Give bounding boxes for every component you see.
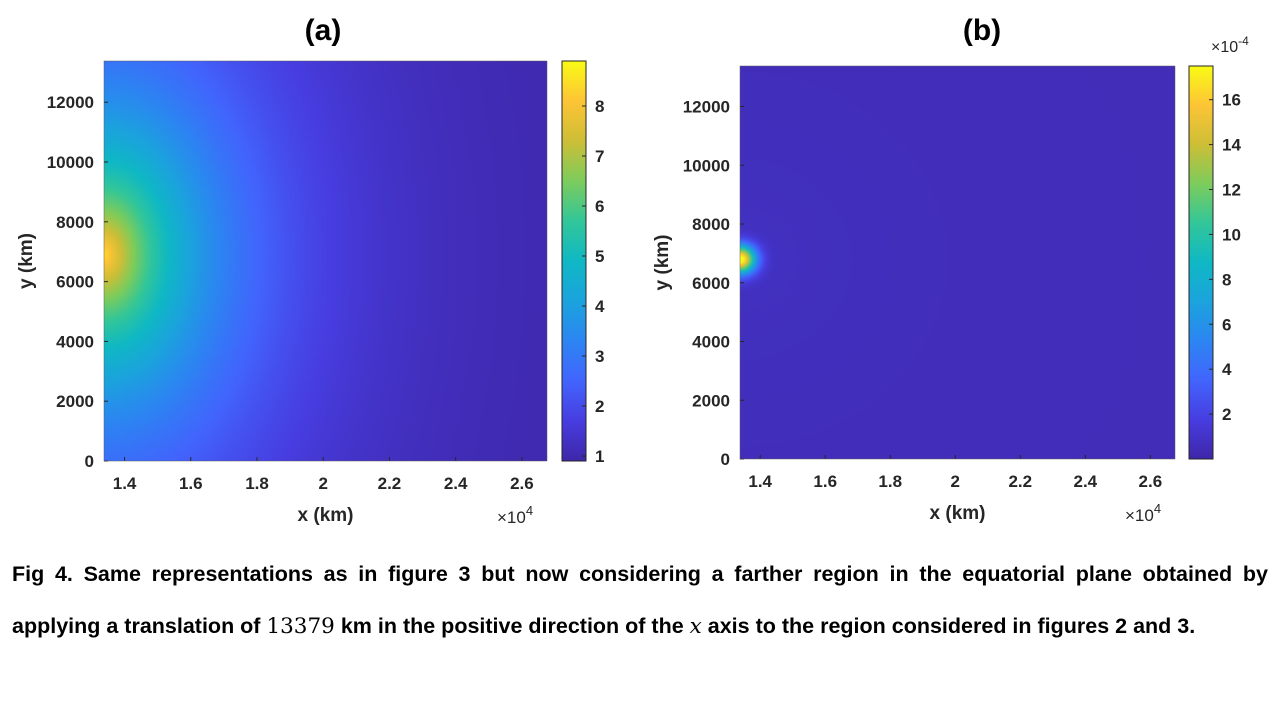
- colorbar-tick-label: 2: [595, 397, 604, 416]
- heatmap-field: [740, 66, 1175, 459]
- x-axis-exponent: ×104: [1125, 501, 1161, 525]
- x-tick-label: 1.6: [813, 472, 837, 491]
- x-tick-label: 1.6: [179, 474, 203, 493]
- y-axis-label: y (km): [16, 233, 37, 289]
- chart-panel-a: 1.4 1.6 1.8 2 2.2 2.4 2.6 0 2000 4000 6000 8000 1000…: [16, 60, 605, 527]
- caption-translation-value: 13379: [266, 614, 335, 639]
- plot-frame: [739, 65, 1176, 460]
- colorbar-tick-label: 7: [595, 147, 604, 166]
- y-tick-label: 0: [721, 450, 730, 469]
- x-axis-exponent-power: 4: [1154, 501, 1161, 516]
- colorbar-tick-label: 14: [1222, 136, 1241, 155]
- chart-title-a: (a): [304, 14, 342, 47]
- y-tick-label: 2000: [692, 391, 730, 410]
- chart-panel-b: 1.4 1.6 1.8 2 2.2 2.4 2.6 0 2000 4000 6000 8000 1000…: [652, 34, 1249, 525]
- y-tick-label: 12000: [47, 93, 94, 112]
- colorbar-tick-label: 4: [595, 297, 605, 316]
- colorbar-tick-label: 5: [595, 247, 604, 266]
- x-tick-label: 2: [951, 472, 960, 491]
- caption-part-1: Fig 4. Same representations as in figure…: [12, 562, 1268, 638]
- x-tick-label: 2.2: [378, 474, 402, 493]
- colorbar: [1188, 65, 1214, 460]
- x-tick-label: 1.4: [113, 474, 137, 493]
- colorbar-tick-label: 8: [595, 97, 604, 116]
- colorbar-exponent-power: -4: [1238, 34, 1249, 48]
- y-tick-label: 10000: [683, 156, 730, 175]
- x-tick-label: 2.4: [1074, 472, 1098, 491]
- colorbar-tick-label: 12: [1222, 181, 1241, 200]
- y-tick-label: 0: [85, 452, 94, 471]
- y-tick-label: 2000: [56, 392, 94, 411]
- colorbar-tick-label: 1: [595, 447, 604, 466]
- x-axis-exponent-power: 4: [526, 503, 533, 518]
- colorbar-exponent: ×10-4: [1211, 34, 1249, 56]
- x-tick-label: 2.2: [1008, 472, 1032, 491]
- y-tick-label: 4000: [692, 333, 730, 352]
- figure-caption: Fig 4. Same representations as in figure…: [12, 548, 1268, 653]
- y-tick-label: 10000: [47, 153, 94, 172]
- y-tick-label: 8000: [56, 213, 94, 232]
- y-tick-label: 8000: [692, 215, 730, 234]
- y-axis-label: y (km): [652, 235, 673, 291]
- plot-frame: [103, 60, 548, 462]
- x-axis-label: x (km): [930, 503, 986, 524]
- colorbar-tick-label: 4: [1222, 360, 1232, 379]
- colorbar-tick-label: 6: [1222, 315, 1231, 334]
- x-axis-label: x (km): [298, 505, 354, 526]
- colorbar-tick-label: 2: [1222, 405, 1231, 424]
- x-tick-label: 2.6: [1139, 472, 1163, 491]
- caption-axis-variable: x: [689, 614, 702, 639]
- x-tick-label: 2.6: [510, 474, 534, 493]
- x-tick-label: 1.4: [748, 472, 772, 491]
- y-tick-label: 4000: [56, 332, 94, 351]
- caption-part-3: axis to the region considered in figures…: [701, 614, 1196, 638]
- x-axis-exponent: ×104: [497, 503, 533, 527]
- colorbar-tick-label: 16: [1222, 91, 1241, 110]
- colorbar-tick-label: 6: [595, 197, 604, 216]
- colorbar-tick-label: 3: [595, 347, 604, 366]
- caption-part-2: km in the positive direction of the: [334, 614, 690, 638]
- heatmap-field: [104, 61, 547, 461]
- colorbar: [561, 60, 587, 462]
- figure-canvas: 1.4 1.6 1.8 2 2.2 2.4 2.6 0 2000 4000 6000 8000 1000…: [16, 34, 1249, 527]
- y-tick-label: 6000: [692, 274, 730, 293]
- x-tick-label: 2.4: [444, 474, 468, 493]
- colorbar-tick-label: 8: [1222, 270, 1231, 289]
- x-tick-label: 1.8: [878, 472, 902, 491]
- y-tick-label: 12000: [683, 98, 730, 117]
- x-tick-label: 2: [318, 474, 327, 493]
- chart-title-b: (b): [962, 14, 1002, 47]
- y-tick-label: 6000: [56, 273, 94, 292]
- x-tick-label: 1.8: [245, 474, 269, 493]
- colorbar-tick-label: 10: [1222, 225, 1241, 244]
